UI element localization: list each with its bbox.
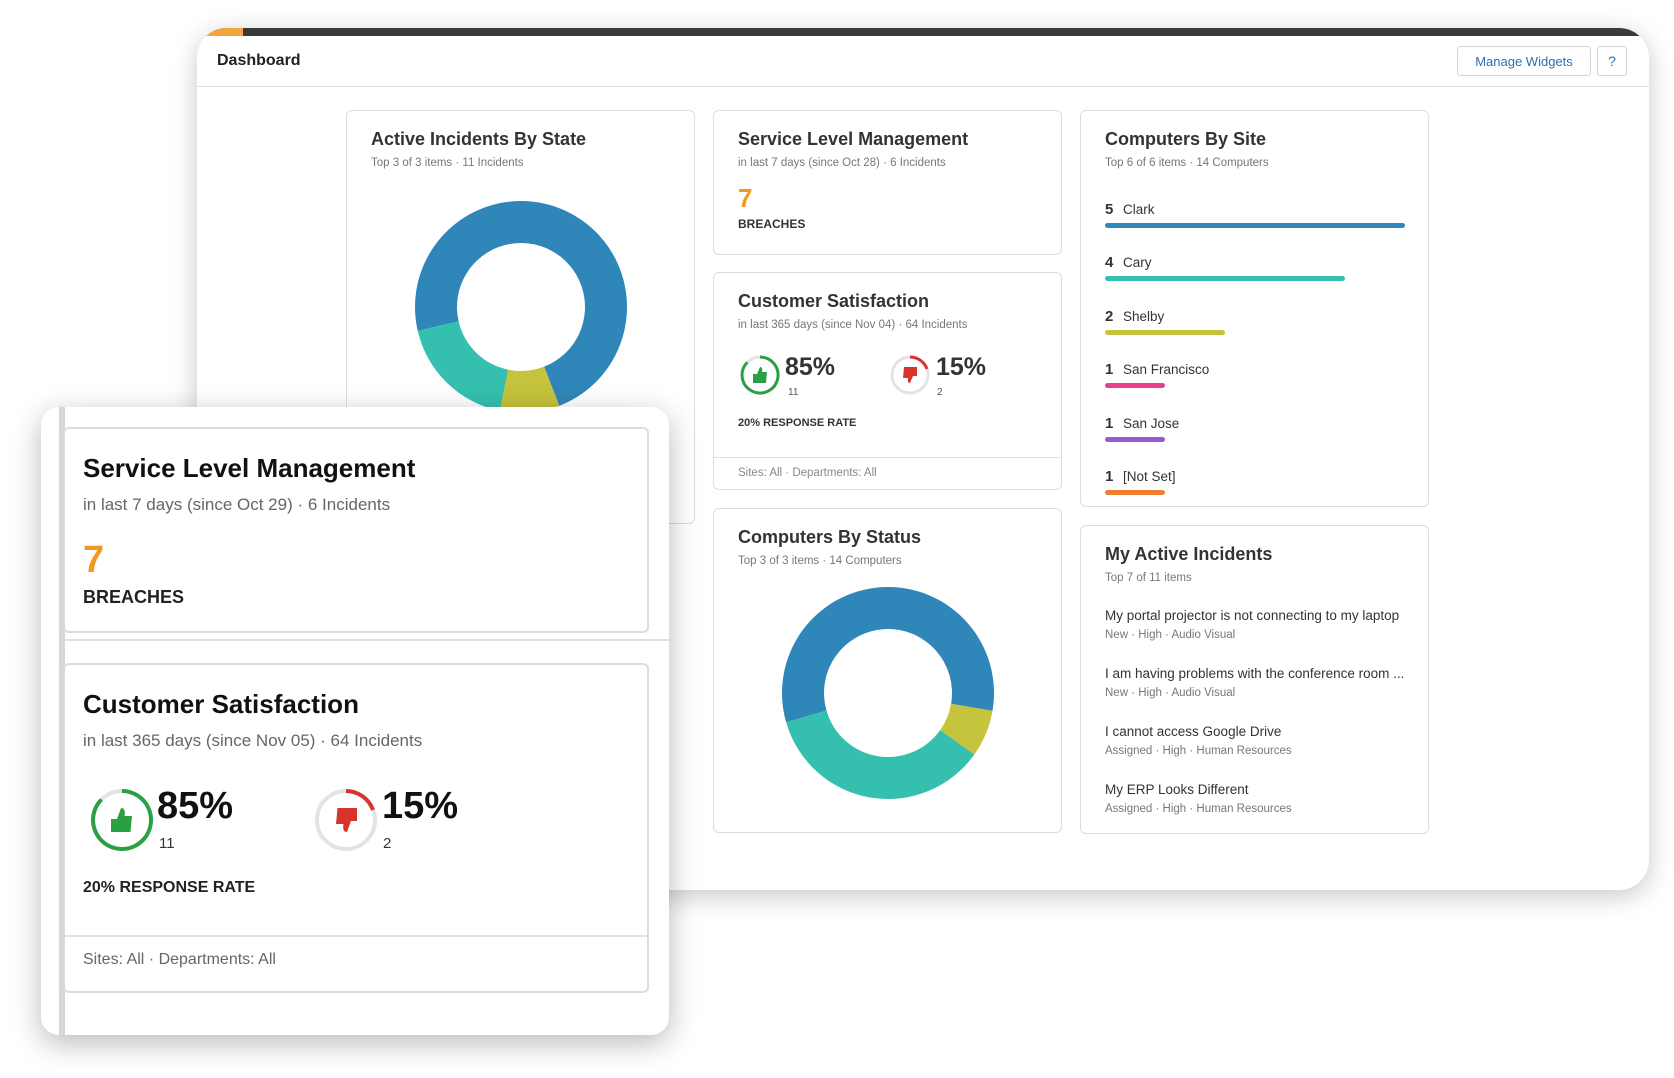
donut-slice-3[interactable]: [786, 710, 975, 799]
manage-widgets-button[interactable]: Manage Widgets: [1457, 46, 1591, 76]
site-count: 4: [1105, 254, 1114, 272]
site-name: [Not Set]: [1123, 469, 1176, 484]
donut-slice-3[interactable]: [417, 321, 509, 411]
incident-title[interactable]: My ERP Looks Different: [1105, 782, 1249, 797]
positive-percent: 85%: [785, 353, 836, 381]
negative-count: 2: [383, 835, 392, 852]
site-bar: [1105, 383, 1165, 389]
footer-filters: Sites: All · Departments: All: [738, 467, 877, 479]
site-bar: [1105, 223, 1405, 228]
site-bar: [1105, 436, 1165, 442]
negative-percent: 15%: [382, 785, 459, 827]
footer-filters: Sites: All · Departments: All: [83, 951, 276, 968]
widget-subtitle: in last 365 days (since Nov 05) · 64 Inc…: [83, 731, 423, 750]
site-name: Clark: [1123, 202, 1155, 217]
negative-percent: 15%: [936, 353, 987, 381]
donut-slice-2[interactable]: [940, 703, 993, 755]
site-name: Shelby: [1123, 308, 1165, 324]
widget-title: Customer Satisfaction: [83, 689, 359, 719]
breaches-label: BREACHES: [738, 217, 806, 231]
breaches-label: BREACHES: [83, 587, 185, 607]
my-active-incidents-widget: My Active Incidents Top 7 of 11 items My…: [1080, 525, 1429, 834]
widget-title: Computers By Status: [738, 527, 922, 547]
site-name: San Jose: [1123, 415, 1180, 431]
site-count: 2: [1105, 307, 1114, 325]
positive-count: 11: [788, 387, 799, 398]
incident-meta: Assigned · High · Human Resources: [1105, 803, 1292, 815]
thumbs-down-icon: [890, 355, 930, 395]
dashboard-header: Dashboard Manage Widgets ?: [197, 36, 1649, 87]
positive-count: 11: [159, 835, 175, 852]
negative-count: 2: [937, 387, 943, 398]
widget-subtitle: in last 7 days (since Oct 29) · 6 Incide…: [83, 495, 391, 514]
widget-title: Service Level Management: [738, 129, 969, 149]
widget-title: My Active Incidents: [1105, 544, 1273, 564]
customer-satisfaction-widget-zoomed: Customer Satisfaction in last 365 days (…: [63, 663, 649, 993]
donut-slice-1[interactable]: [782, 587, 994, 723]
top-bar: [197, 28, 1649, 36]
computers-status-donut-chart: [782, 587, 994, 799]
site-name: Cary: [1123, 255, 1152, 271]
help-button[interactable]: ?: [1597, 46, 1627, 76]
thumbs-up-icon: [91, 789, 153, 851]
widget-subtitle: Top 3 of 3 items · 11 Incidents: [371, 157, 524, 169]
thumbs-up-icon: [740, 355, 780, 395]
slm-widget: Service Level Management in last 7 days …: [713, 110, 1062, 255]
site-count: 1: [1105, 361, 1114, 379]
site-name: San Francisco: [1123, 362, 1210, 378]
widget-subtitle: Top 7 of 11 items: [1105, 572, 1192, 584]
widget-title: Active Incidents By State: [371, 129, 587, 149]
site-count: 1: [1105, 468, 1114, 485]
incident-title[interactable]: My portal projector is not connecting to…: [1105, 608, 1400, 623]
incident-meta: New · High · Audio Visual: [1105, 687, 1236, 699]
top-bar-accent: [197, 28, 243, 36]
site-count: 5: [1105, 201, 1114, 218]
response-rate: 20% RESPONSE RATE: [83, 879, 256, 896]
customer-satisfaction-widget: Customer Satisfaction in last 365 days (…: [713, 272, 1062, 490]
zoomed-widget-panel: Service Level Management in last 7 days …: [41, 407, 669, 1035]
incident-title[interactable]: I cannot access Google Drive: [1105, 724, 1282, 739]
incident-title[interactable]: I am having problems with the conference…: [1105, 666, 1405, 681]
positive-percent: 85%: [157, 785, 234, 827]
donut-slice-2[interactable]: [499, 366, 560, 413]
widget-footer: Sites: All · Departments: All: [65, 935, 647, 991]
computers-by-status-widget: Computers By Status Top 3 of 3 items · 1…: [713, 508, 1062, 833]
breaches-count: 7: [738, 183, 753, 213]
site-count: 1: [1105, 414, 1114, 432]
widget-title: Customer Satisfaction: [738, 291, 930, 311]
computers-by-site-widget: Computers By Site Top 6 of 6 items · 14 …: [1080, 110, 1429, 507]
widget-title: Computers By Site: [1105, 129, 1267, 149]
site-bar: [1105, 329, 1225, 335]
site-bar: [1105, 276, 1345, 282]
response-rate: 20% RESPONSE RATE: [738, 417, 857, 429]
panel-edge: [59, 407, 65, 1035]
incidents-donut-chart: [415, 201, 627, 413]
widget-subtitle: Top 3 of 3 items · 14 Computers: [738, 555, 902, 567]
breaches-count: 7: [83, 539, 105, 581]
page-title: Dashboard: [217, 52, 301, 69]
widget-subtitle: in last 365 days (since Nov 04) · 64 Inc…: [738, 319, 968, 331]
widget-subtitle: in last 7 days (since Oct 28) · 6 Incide…: [738, 157, 946, 169]
widget-peek-divider: [65, 639, 669, 641]
widget-subtitle: Top 6 of 6 items · 14 Computers: [1105, 157, 1269, 169]
widget-footer: Sites: All · Departments: All: [714, 457, 1061, 489]
donut-slice-1[interactable]: [415, 201, 627, 406]
site-bar: [1105, 490, 1165, 495]
incident-meta: New · High · Audio Visual: [1105, 629, 1236, 641]
thumbs-down-icon: [315, 789, 377, 851]
widget-title: Service Level Management: [83, 453, 416, 483]
slm-widget-zoomed: Service Level Management in last 7 days …: [63, 427, 649, 633]
incident-meta: Assigned · High · Human Resources: [1105, 745, 1292, 757]
